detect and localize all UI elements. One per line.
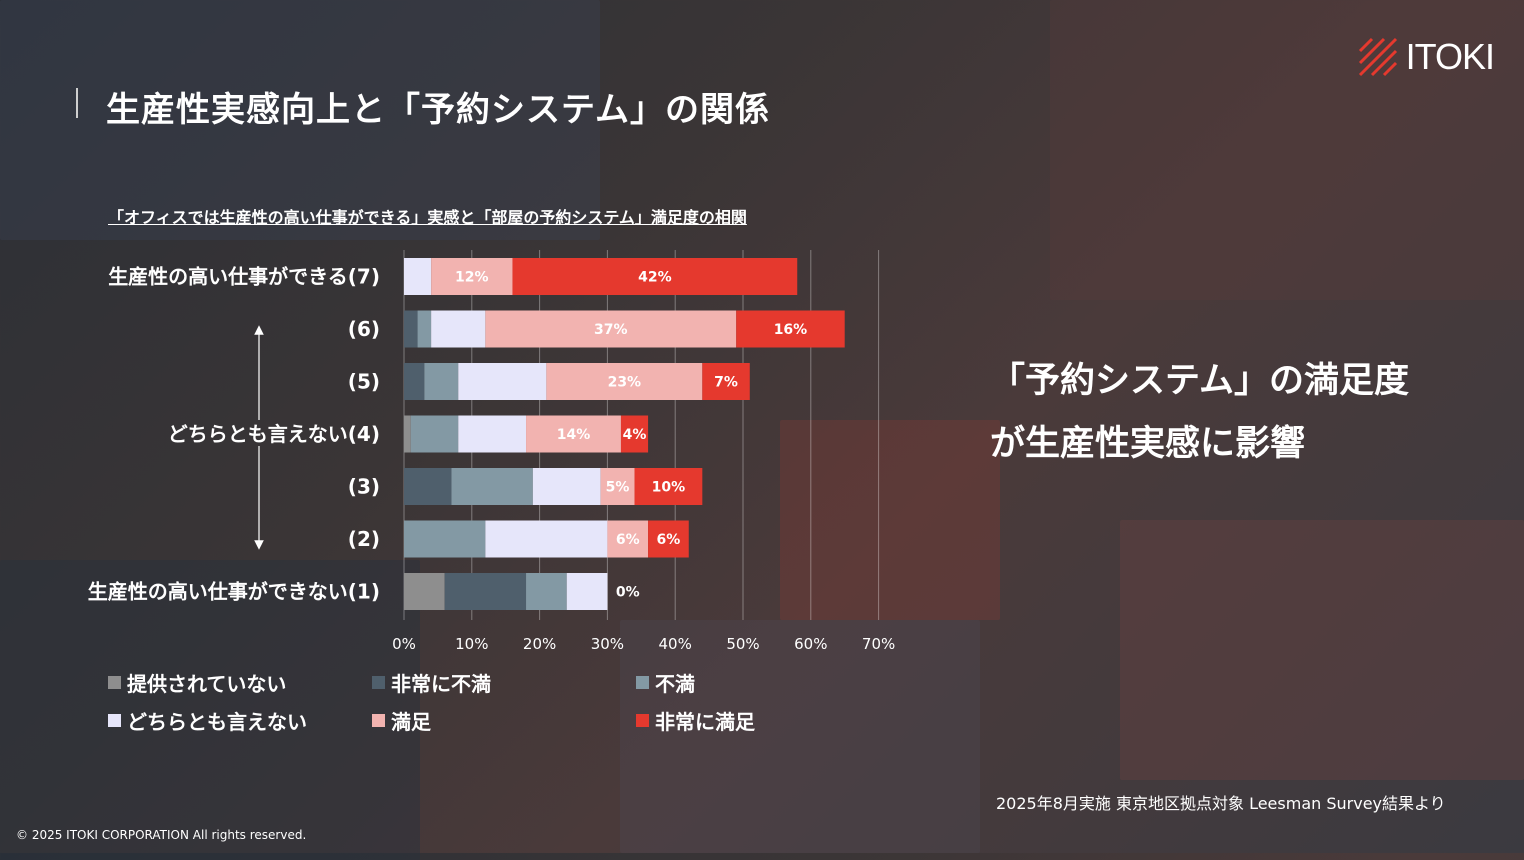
x-tick-label: 10%: [455, 635, 488, 653]
bar-segment: [702, 363, 750, 400]
title-accent-bar: [76, 88, 78, 118]
legend-swatch: [636, 676, 649, 689]
legend-item: 提供されていない: [108, 668, 286, 697]
legend-item: 非常に満足: [636, 706, 755, 735]
bar-segment: [600, 468, 635, 505]
headline-line2: が生産性実感に影響: [990, 424, 1306, 464]
data-label: 12%: [455, 270, 489, 286]
background-block: [0, 0, 600, 240]
data-label: 23%: [608, 375, 642, 391]
category-label: 生産性の高い仕事ができない(1): [88, 580, 380, 604]
data-label: 6%: [616, 532, 640, 548]
data-label: 10%: [652, 480, 686, 496]
background-block: [1120, 520, 1524, 780]
bar-segment: [431, 310, 486, 348]
x-tick-label: 40%: [659, 635, 692, 653]
legend-label: 満足: [391, 710, 431, 734]
logo-text: ITOKI: [1405, 36, 1495, 77]
data-label: 4%: [623, 427, 647, 443]
bar-segment: [512, 258, 798, 295]
legend-item: 満足: [372, 706, 431, 735]
legend-swatch: [636, 714, 649, 727]
background-block: [1050, 0, 1524, 300]
bar-segment: [458, 415, 527, 453]
bar-segment: [648, 520, 689, 558]
category-label: (2): [348, 527, 380, 551]
itoki-logo: ITOKI: [1358, 36, 1495, 78]
bar-segment: [566, 573, 608, 610]
x-tick-label: 70%: [862, 635, 895, 653]
headline: 「予約システム」の満足度 が生産性実感に影響: [990, 350, 1409, 476]
legend-swatch: [108, 676, 121, 689]
x-tick-label: 20%: [523, 635, 556, 653]
bar-segment: [485, 310, 737, 348]
bar-segment: [404, 415, 411, 453]
legend-swatch: [372, 714, 385, 727]
legend-label: 非常に不満: [391, 672, 491, 696]
bar-segment: [634, 468, 703, 505]
data-label: 5%: [606, 480, 630, 496]
x-tick-label: 30%: [591, 635, 624, 653]
bar-segment: [451, 468, 533, 505]
bar-segment: [485, 520, 608, 558]
legend-label: 非常に満足: [655, 710, 755, 734]
bar-segment: [532, 468, 601, 505]
legend-label: どちらとも言えない: [127, 710, 307, 734]
x-tick-label: 50%: [726, 635, 759, 653]
category-label: (6): [348, 317, 380, 341]
x-tick-label: 60%: [794, 635, 827, 653]
legend-item: 非常に不満: [372, 668, 491, 697]
legend-label: 提供されていない: [127, 672, 287, 696]
bar-segment: [404, 258, 432, 295]
data-label: 42%: [638, 270, 672, 286]
data-label: 6%: [657, 532, 681, 548]
legend-item: どちらとも言えない: [108, 706, 307, 735]
x-tick-label: 0%: [392, 635, 416, 653]
legend-swatch: [108, 714, 121, 727]
background-block: [780, 420, 1000, 620]
category-label: (3): [348, 475, 380, 499]
bar-segment: [444, 573, 527, 610]
bar-segment: [410, 415, 459, 453]
bar-segment: [404, 468, 452, 505]
data-label: 7%: [714, 375, 738, 391]
data-label: 0%: [616, 585, 640, 601]
bar-segment: [526, 415, 621, 453]
background-block: [620, 620, 980, 853]
bar-segment: [424, 363, 459, 400]
chart-title: 「オフィスでは生産性の高い仕事ができる」実感と「部屋の予約システム」満足度の相関: [108, 208, 747, 227]
legend-item: 不満: [636, 668, 695, 697]
background-block: [0, 560, 420, 860]
bar-segment: [546, 363, 703, 400]
data-label: 16%: [774, 322, 808, 338]
source-note: 2025年8月実施 東京地区拠点対象 Leesman Survey結果より: [996, 794, 1446, 813]
headline-line1: 「予約システム」の満足度: [990, 361, 1409, 401]
bar-segment: [431, 258, 513, 295]
category-label: 生産性の高い仕事ができる(7): [108, 265, 380, 289]
bar-segment: [417, 310, 432, 348]
bar-segment: [607, 520, 649, 558]
category-label: どちらとも言えない(4): [168, 422, 380, 446]
bar-segment: [458, 363, 547, 400]
bar-segment: [404, 520, 486, 558]
copyright: © 2025 ITOKI CORPORATION All rights rese…: [16, 828, 307, 842]
bar-segment: [736, 310, 845, 348]
data-label: 37%: [594, 322, 628, 338]
legend-label: 不満: [655, 672, 695, 696]
bar-segment: [526, 573, 567, 610]
bar-segment: [404, 310, 418, 348]
data-label: 14%: [557, 427, 591, 443]
bar-segment: [404, 573, 445, 610]
category-label: (5): [348, 370, 380, 394]
page-title: 生産性実感向上と「予約システム」の関係: [106, 90, 770, 130]
itoki-mark-icon: [1358, 37, 1397, 77]
bar-segment: [404, 363, 425, 400]
legend-swatch: [372, 676, 385, 689]
bar-segment: [620, 415, 649, 453]
